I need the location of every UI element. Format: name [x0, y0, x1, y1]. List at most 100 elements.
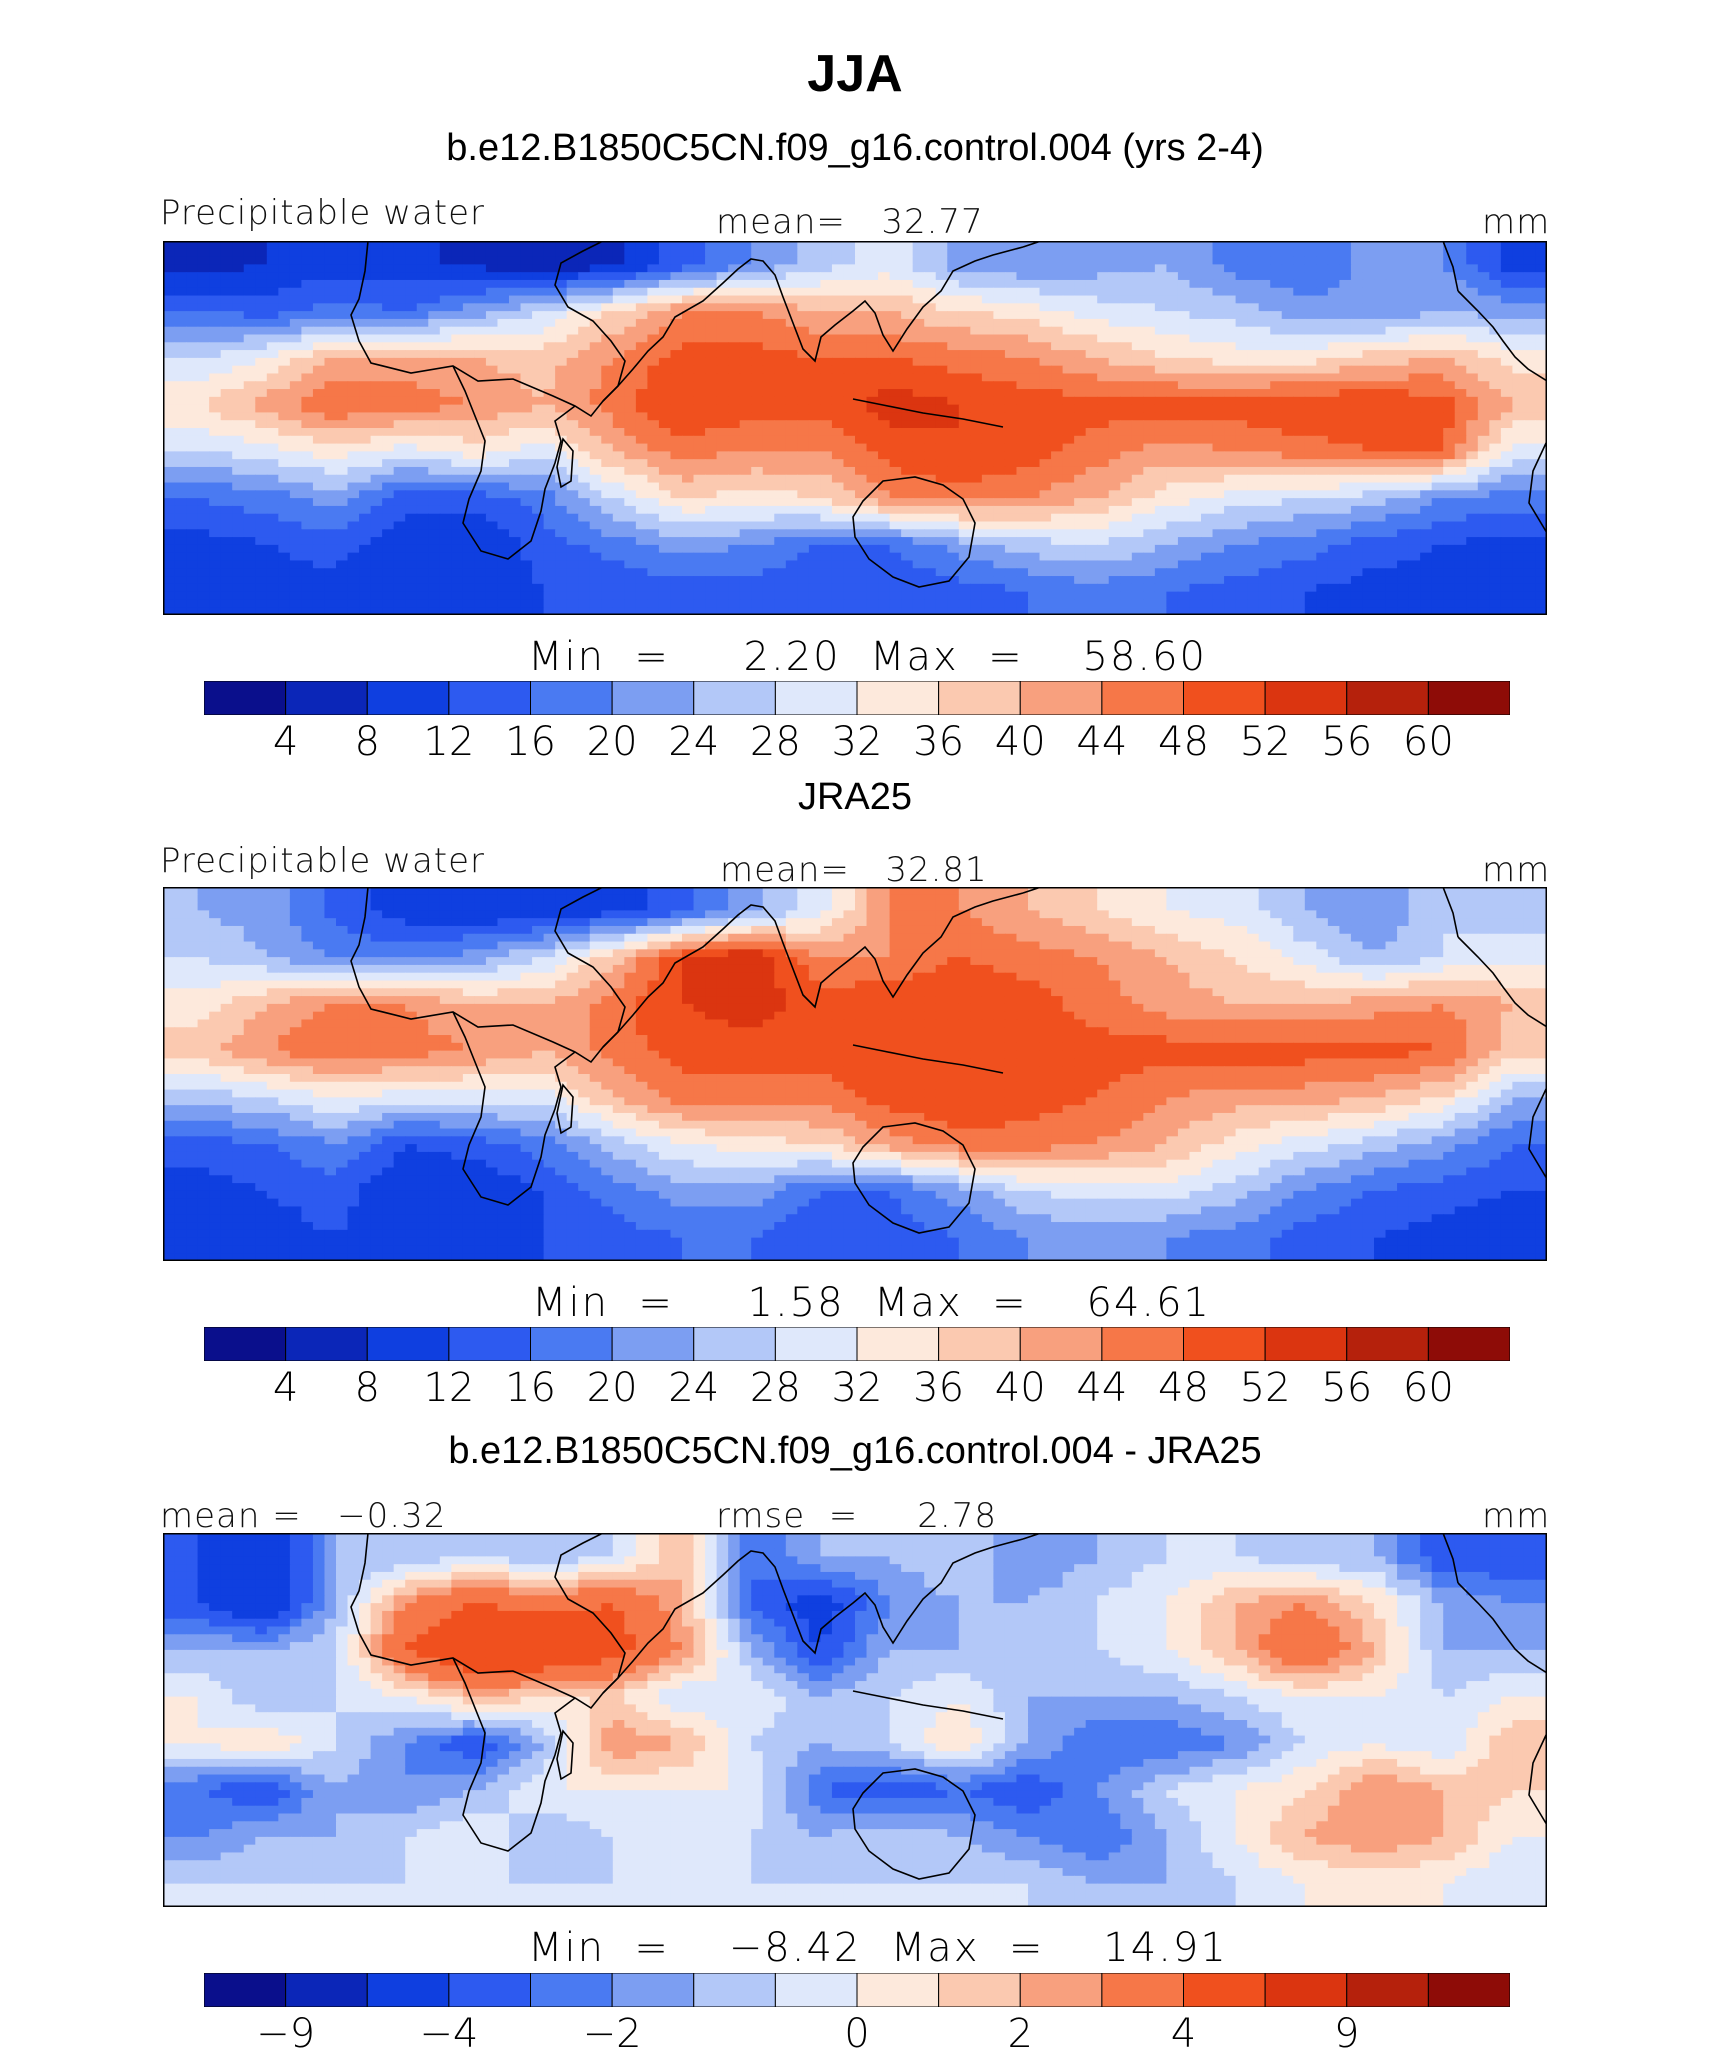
- field-cell: [543, 373, 556, 382]
- field-cell: [543, 350, 556, 359]
- field-cell: [831, 428, 845, 437]
- field-cell: [382, 342, 395, 351]
- field-cell: [820, 498, 833, 507]
- field-cell: [1085, 544, 1098, 554]
- field-cell: [1247, 490, 1260, 499]
- field-cell: [1304, 365, 1317, 375]
- field-cell: [174, 396, 187, 406]
- field-cell: [970, 365, 983, 375]
- field-cell: [820, 357, 833, 367]
- field-cell: [1420, 443, 1433, 452]
- field-cell: [485, 435, 499, 445]
- field-cell: [1512, 428, 1525, 437]
- field-cell: [509, 389, 522, 398]
- field-cell: [1397, 264, 1410, 273]
- field-cell: [1500, 381, 1513, 390]
- field-cell: [209, 490, 222, 499]
- field-cell: [1489, 490, 1502, 499]
- field-cell: [1177, 256, 1191, 265]
- field-cell: [566, 529, 579, 538]
- field-cell: [612, 381, 625, 390]
- field-cell: [1512, 381, 1525, 390]
- field-cell: [981, 498, 994, 507]
- field-cell: [1281, 552, 1294, 562]
- field-cell: [1362, 404, 1375, 414]
- field-cell: [243, 474, 256, 484]
- field-cell: [1212, 474, 1225, 484]
- field-cell: [532, 474, 545, 484]
- field-cell: [1535, 256, 1547, 265]
- field-cell: [1154, 428, 1167, 437]
- field-cell: [1339, 396, 1352, 406]
- field-cell: [301, 287, 314, 297]
- field-cell: [278, 529, 291, 538]
- field-cell: [485, 264, 499, 273]
- field-cell: [1304, 279, 1317, 289]
- field-cell: [1258, 420, 1271, 429]
- field-cell: [1074, 365, 1087, 375]
- field-cell: [462, 365, 475, 375]
- field-cell: [1108, 326, 1121, 336]
- field-cell: [924, 466, 937, 476]
- field-cell: [1489, 295, 1502, 304]
- field-cell: [197, 396, 210, 406]
- field-cell: [670, 373, 683, 382]
- field-cell: [1443, 521, 1456, 530]
- field-cell: [1327, 241, 1340, 250]
- field-cell: [186, 272, 199, 281]
- field-cell: [174, 311, 187, 320]
- field-cell: [693, 552, 706, 562]
- field-cell: [509, 498, 522, 507]
- field-cell: [981, 451, 994, 460]
- field-cell: [1454, 498, 1467, 507]
- field-cell: [1108, 303, 1121, 312]
- field-cell: [566, 256, 579, 265]
- field-cell: [751, 357, 764, 367]
- field-cell: [716, 451, 729, 460]
- field-cell: [1420, 521, 1433, 530]
- field-cell: [1350, 365, 1364, 375]
- field-cell: [1535, 311, 1547, 320]
- field-cell: [808, 505, 821, 515]
- field-cell: [993, 287, 1006, 297]
- field-cell: [1224, 373, 1237, 382]
- field-cell: [1177, 474, 1191, 484]
- field-cell: [808, 311, 821, 320]
- field-cell: [958, 560, 971, 569]
- field-cell: [1489, 311, 1502, 320]
- field-cell: [935, 498, 948, 507]
- field-cell: [1247, 389, 1260, 398]
- field-cell: [831, 318, 845, 328]
- field-cell: [578, 373, 591, 382]
- field-cell: [301, 428, 314, 437]
- field-cell: [1028, 544, 1041, 554]
- field-cell: [981, 256, 994, 265]
- field-cell: [520, 404, 533, 414]
- field-cell: [1143, 420, 1156, 429]
- field-cell: [1016, 357, 1029, 367]
- field-cell: [324, 498, 337, 507]
- field-cell: [289, 342, 302, 351]
- field-cell: [336, 396, 349, 406]
- field-cell: [1201, 490, 1214, 499]
- field-cell: [497, 326, 510, 336]
- field-cell: [1028, 521, 1041, 530]
- field-cell: [682, 466, 695, 476]
- field-cell: [993, 241, 1006, 250]
- field-cell: [1327, 412, 1340, 421]
- field-cell: [1016, 521, 1029, 530]
- field-cell: [797, 248, 810, 258]
- field-cell: [635, 521, 648, 530]
- field-cell: [924, 357, 937, 367]
- field-cell: [312, 443, 326, 452]
- field-cell: [947, 498, 960, 507]
- field-cell: [947, 513, 960, 523]
- field-cell: [1304, 287, 1317, 297]
- field-cell: [1004, 279, 1018, 289]
- field-cell: [624, 256, 637, 265]
- field-cell: [301, 435, 314, 445]
- field-cell: [451, 490, 464, 499]
- field-cell: [266, 498, 279, 507]
- field-cell: [843, 365, 856, 375]
- field-cell: [451, 466, 464, 476]
